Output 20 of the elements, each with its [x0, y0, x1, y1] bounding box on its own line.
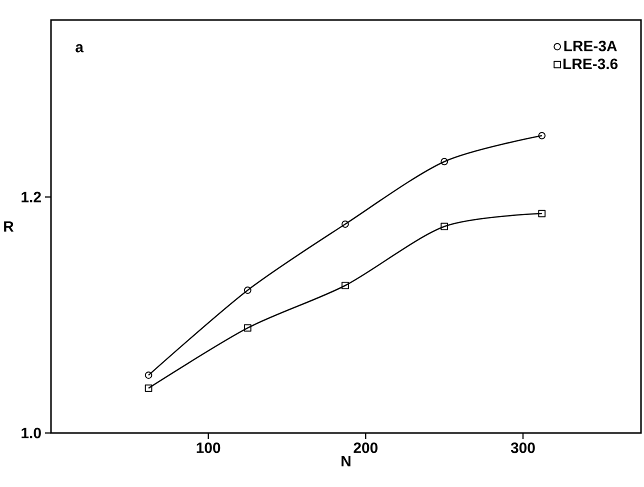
- point: [538, 132, 546, 140]
- y-tick-label: 1.2: [22, 192, 41, 202]
- point: [144, 371, 152, 379]
- x-tick-label: 200: [354, 442, 378, 454]
- point: [440, 158, 448, 166]
- point: [538, 210, 546, 218]
- point: [342, 282, 349, 290]
- y-axis-title: R: [4, 221, 14, 232]
- point: [342, 220, 349, 228]
- annotation: a: [76, 44, 84, 52]
- point: [244, 324, 252, 332]
- legend-label: LRE-3.6: [563, 58, 618, 70]
- y-tick-label: 1.0: [22, 428, 41, 438]
- point: [244, 286, 252, 294]
- x-axis-title: N: [342, 456, 350, 466]
- x-tick-label: 300: [510, 442, 535, 454]
- point: [144, 384, 152, 392]
- legend-label: LRE-3A: [564, 40, 617, 52]
- x-tick-label: 100: [196, 442, 220, 454]
- point: [440, 222, 448, 230]
